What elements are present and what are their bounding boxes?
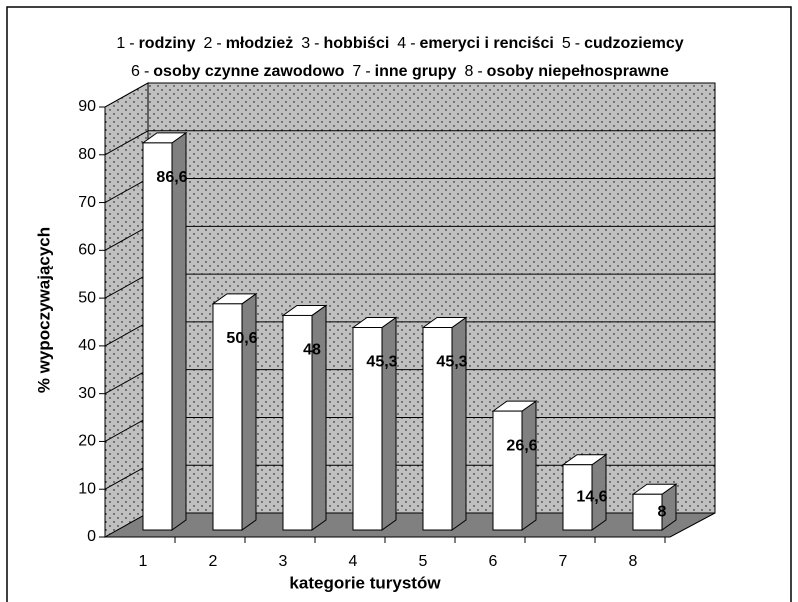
- legend-separator: -: [410, 35, 415, 52]
- y-tick-label: 20: [78, 433, 96, 450]
- legend-key: 8: [464, 63, 473, 80]
- legend-separator: -: [144, 63, 149, 80]
- bar: [212, 303, 243, 531]
- legend-key: 4: [397, 35, 406, 52]
- data-label: 48: [303, 342, 321, 359]
- y-tick-label: 50: [78, 289, 96, 306]
- bar: [492, 410, 523, 531]
- x-axis-label: kategorie turystów: [289, 573, 441, 592]
- legend-name: rodziny: [139, 35, 196, 52]
- legend-line: 1- rodziny 2- młodzież 3- hobbiści 4- emeryci i…: [116, 35, 683, 52]
- legend-key: 2: [203, 35, 212, 52]
- y-tick-label: 60: [78, 242, 96, 259]
- legend-name: cudzoziemcy: [584, 35, 684, 52]
- grid-line: [104, 225, 149, 251]
- bar-side: [381, 316, 397, 531]
- bar-side: [451, 316, 467, 531]
- bar: [632, 493, 663, 531]
- legend-separator: -: [129, 35, 134, 52]
- legend-key: 5: [562, 35, 571, 52]
- bar: [282, 314, 313, 531]
- legend-key: 6: [131, 63, 140, 80]
- data-label: 86,6: [156, 169, 187, 186]
- grid-line: [104, 82, 149, 108]
- data-label: 45,3: [366, 354, 397, 371]
- legend-name: osoby niepełnosprawne: [487, 63, 669, 80]
- legend-separator: -: [314, 35, 319, 52]
- legend-name: osoby czynne zawodowo: [153, 63, 344, 80]
- x-tick-label: 5: [419, 553, 428, 570]
- data-label: 45,3: [436, 354, 467, 371]
- data-label: 26,6: [506, 437, 537, 454]
- grid-line: [104, 417, 149, 442]
- y-axis-label: % wypoczywających: [34, 227, 53, 393]
- legend-name: młodzież: [226, 35, 294, 52]
- grid-line: [104, 273, 149, 299]
- data-label: 14,6: [576, 489, 607, 506]
- y-tick-label: 80: [78, 146, 96, 163]
- y-tick-label: 30: [78, 385, 96, 402]
- x-tick-label: 6: [489, 553, 498, 570]
- legend-separator: -: [216, 35, 221, 52]
- y-tick-label: 90: [78, 98, 96, 115]
- bar: [142, 142, 173, 531]
- legend-separator: -: [575, 35, 580, 52]
- y-tick-label: 70: [78, 194, 96, 211]
- bar-side: [311, 304, 327, 531]
- grid-line: [104, 321, 149, 347]
- floor: [103, 512, 716, 538]
- bar-side: [171, 131, 187, 531]
- y-tick-label: 10: [78, 480, 96, 497]
- bar: [562, 464, 593, 531]
- legend-separator: -: [365, 63, 370, 80]
- legend-name: hobbiści: [324, 35, 390, 52]
- data-label: 8: [658, 503, 667, 520]
- x-tick-label: 4: [349, 553, 358, 570]
- legend-line: 6- osoby czynne zawodowo 7- inne grupy 8- oso…: [131, 63, 669, 80]
- legend-separator: -: [477, 63, 482, 80]
- x-tick-label: 8: [629, 553, 638, 570]
- grid-line: [104, 464, 149, 490]
- x-tick-label: 7: [559, 553, 568, 570]
- x-tick-label: 1: [139, 553, 148, 570]
- x-tick-label: 2: [209, 553, 218, 570]
- legend-name: emeryci i renciści: [420, 35, 554, 52]
- legend-key: 3: [301, 35, 310, 52]
- x-tick-label: 3: [279, 553, 288, 570]
- legend-key: 1: [116, 35, 125, 52]
- y-tick-label: 40: [78, 337, 96, 354]
- bar: [352, 327, 383, 531]
- legend-name: inne grupy: [375, 63, 457, 80]
- bar-side: [521, 400, 537, 531]
- bar: [422, 327, 453, 531]
- data-label: 50,6: [226, 330, 257, 347]
- legend-key: 7: [352, 63, 361, 80]
- grid-line: [104, 178, 149, 203]
- grid-line: [104, 130, 149, 156]
- grid-line: [104, 369, 149, 395]
- y-tick-label: 0: [87, 528, 96, 545]
